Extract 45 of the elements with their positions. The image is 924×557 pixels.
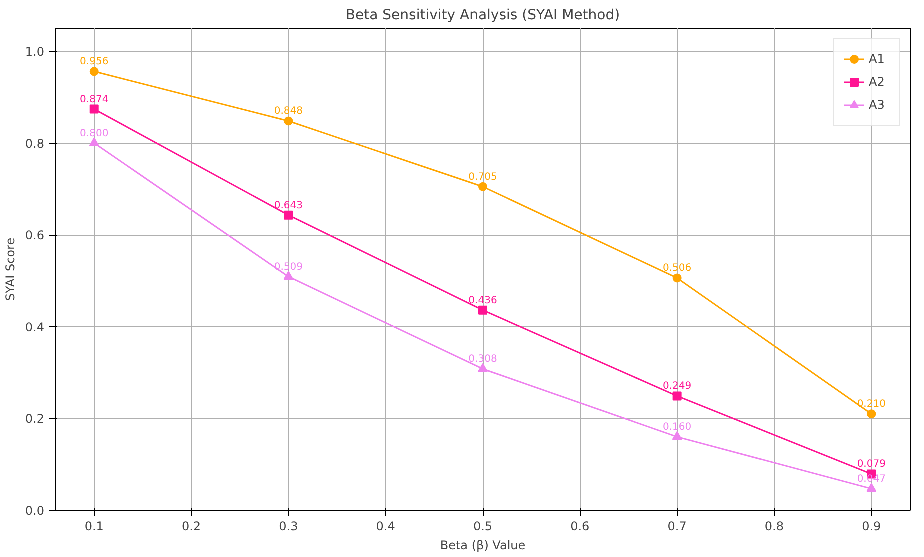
x-axis-title: Beta (β) Value [440, 538, 526, 552]
point [672, 392, 682, 401]
legend-label: A2 [869, 75, 886, 89]
x-tick-label: 0.6 [570, 520, 590, 534]
data-label: 0.210 [857, 399, 886, 410]
y-tick-label: 0.2 [25, 412, 45, 426]
point [284, 116, 294, 126]
data-label: 0.436 [468, 295, 498, 306]
data-label: 0.874 [80, 94, 109, 106]
y-tick-label: 1.0 [25, 44, 45, 59]
y-axis-title: SYAI Score [3, 238, 18, 302]
point [90, 104, 99, 114]
legend-label: A3 [869, 98, 886, 112]
point [672, 274, 682, 283]
x-tick-label: 0.3 [279, 520, 298, 534]
x-tick-label: 0.1 [84, 520, 104, 534]
data-label: 0.506 [663, 263, 692, 274]
point [672, 431, 682, 440]
x-tick-label: 0.5 [473, 520, 493, 534]
y-tick-label: 0.8 [25, 136, 45, 151]
legend-label: A1 [869, 52, 886, 66]
y-tick-label: 0.4 [25, 320, 45, 334]
point [90, 67, 99, 76]
x-tick-label: 0.2 [182, 520, 202, 534]
data-label: 0.705 [468, 172, 498, 183]
data-label: 0.643 [274, 200, 304, 212]
y-tick-label: 0.6 [25, 228, 45, 243]
point [867, 410, 876, 419]
data-label: 0.848 [274, 106, 304, 118]
x-tick-label: 0.4 [376, 520, 396, 534]
data-label: 0.956 [80, 56, 109, 68]
point [284, 271, 294, 280]
y-tick-label: 0.0 [25, 504, 45, 518]
point [478, 363, 488, 372]
point [284, 210, 294, 220]
point [478, 306, 488, 315]
chart-title: Beta Sensitivity Analysis (SYAI Method) [346, 8, 620, 24]
x-tick-label: 0.8 [764, 520, 784, 534]
data-label: 0.249 [663, 381, 692, 392]
x-tick-label: 0.9 [862, 520, 882, 534]
x-tick-label: 0.7 [668, 520, 687, 534]
point [866, 483, 877, 492]
point [89, 138, 100, 146]
point [478, 182, 488, 192]
data-label: 0.079 [857, 459, 886, 470]
